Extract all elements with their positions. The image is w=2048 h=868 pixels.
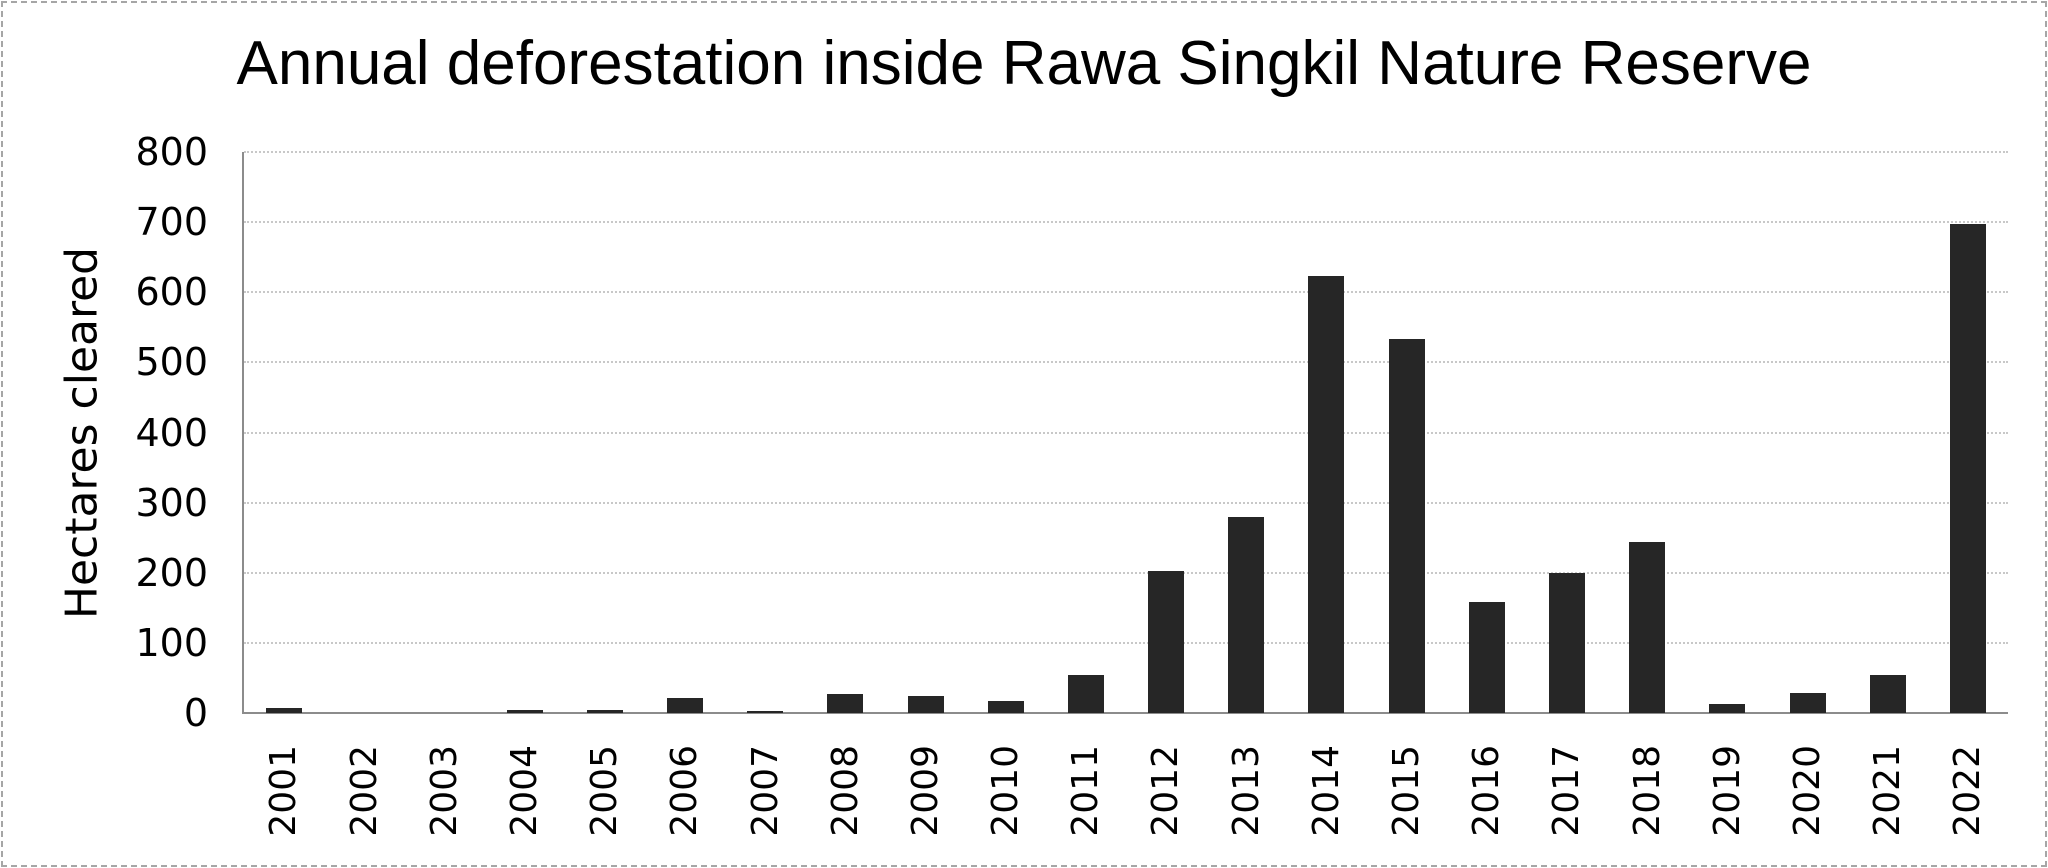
x-tick-label: 2013 <box>1225 745 1267 837</box>
x-tick-label: 2017 <box>1546 745 1588 837</box>
gridline <box>244 221 2008 224</box>
bar-2001 <box>266 708 303 713</box>
y-tick-label: 600 <box>135 270 208 315</box>
bar-2009 <box>907 696 944 713</box>
x-tick-label: 2015 <box>1386 745 1428 837</box>
bar-2004 <box>506 709 543 713</box>
x-tick-label: 2004 <box>504 745 546 837</box>
gridline <box>244 641 2008 644</box>
chart-title: Annual deforestation inside Rawa Singkil… <box>236 29 1812 98</box>
x-tick-label: 2021 <box>1867 745 1909 837</box>
x-tick-label: 2009 <box>905 745 947 837</box>
bar-2012 <box>1148 571 1185 713</box>
bar-2005 <box>586 709 623 713</box>
y-tick-label: 500 <box>135 340 208 385</box>
bar-2006 <box>667 698 703 713</box>
bar-2008 <box>827 694 864 713</box>
gridline <box>244 361 2008 364</box>
x-tick-label: 2005 <box>584 745 626 837</box>
y-tick-label: 0 <box>183 691 208 735</box>
bar-2020 <box>1789 692 1826 713</box>
bar-2010 <box>987 701 1024 713</box>
y-tick-label: 100 <box>135 620 208 665</box>
gridline <box>244 571 2008 574</box>
x-tick-label: 2006 <box>664 745 706 837</box>
bar-2013 <box>1228 517 1265 713</box>
x-axis-line <box>242 712 2008 714</box>
bar-2017 <box>1549 572 1585 713</box>
bar-2007 <box>747 711 784 713</box>
bar-2011 <box>1067 675 1104 713</box>
bar-2021 <box>1869 675 1906 713</box>
x-tick-label: 2003 <box>423 745 465 837</box>
x-tick-label: 2022 <box>1947 745 1989 837</box>
bar-2022 <box>1949 223 1986 713</box>
y-tick-label: 700 <box>135 200 208 245</box>
bar-2014 <box>1308 276 1345 713</box>
bar-2016 <box>1468 602 1505 713</box>
x-tick-label: 2019 <box>1706 745 1748 837</box>
x-tick-label: 2020 <box>1787 745 1829 837</box>
x-tick-label: 2018 <box>1626 745 1668 837</box>
x-tick-label: 2008 <box>824 745 866 837</box>
gridline <box>244 501 2008 504</box>
x-tick-label: 2007 <box>744 745 786 837</box>
x-tick-label: 2011 <box>1065 745 1107 837</box>
bar-2018 <box>1629 541 1666 713</box>
gridline <box>244 291 2008 294</box>
y-axis-line <box>242 152 244 713</box>
y-tick-label: 200 <box>135 550 208 595</box>
x-tick-label: 2002 <box>343 745 385 837</box>
y-tick-label: 300 <box>135 480 208 525</box>
bar-2019 <box>1709 703 1746 713</box>
x-tick-label: 2001 <box>263 745 305 837</box>
x-tick-label: 2016 <box>1466 745 1508 837</box>
gridline <box>244 151 2008 153</box>
gridline <box>244 431 2008 434</box>
x-tick-label: 2014 <box>1305 745 1347 837</box>
plot-area <box>242 151 2008 714</box>
y-tick-label: 400 <box>135 410 208 455</box>
x-tick-label: 2010 <box>985 745 1027 837</box>
y-tick-label: 800 <box>135 130 208 174</box>
x-tick-label: 2012 <box>1145 745 1187 837</box>
bar-2015 <box>1388 339 1425 713</box>
